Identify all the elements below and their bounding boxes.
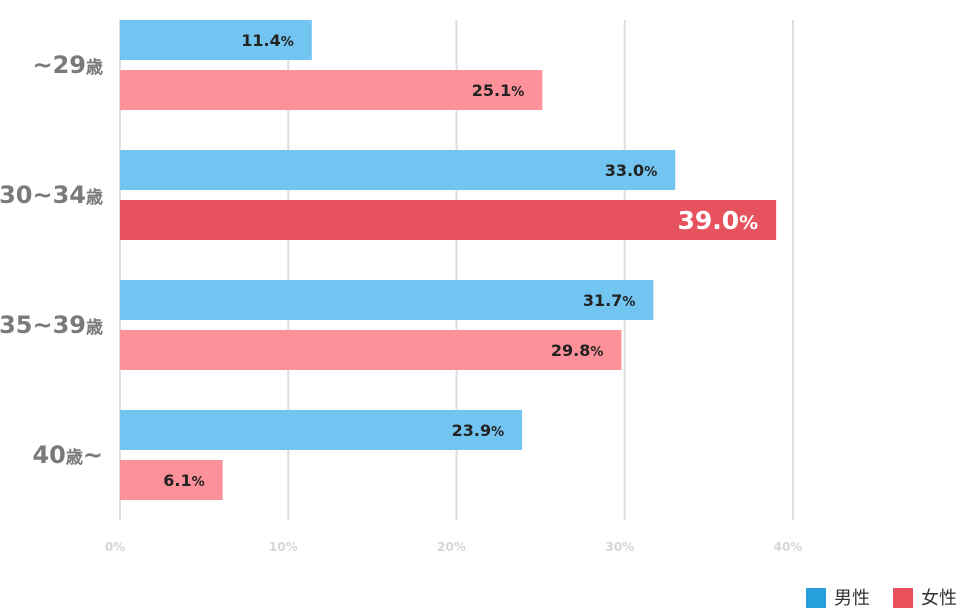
legend-label: 女性 [921,588,957,608]
bars [120,20,777,500]
legend-swatch [806,588,826,608]
bar-female [120,330,622,370]
data-label-female: 25.1% [472,81,525,100]
tick-labels: 0% 10% 20% 30% 40% [105,540,803,554]
value-labels: 11.4% 25.1% 33.0% 39.0% 31.7% 29.8% 23.9% 6.1% [163,31,758,490]
bar-female [120,200,777,240]
category-labels: ~29歳 30~34歳 35~39歳 40歳~ [0,51,103,469]
y-category-label: 35~39歳 [0,311,103,339]
data-label-male: 33.0% [605,161,658,180]
x-tick-label: 20% [437,540,466,554]
legend-swatch [893,588,913,608]
x-tick-label: 10% [269,540,298,554]
y-category-label: 30~34歳 [0,181,103,209]
bar-female [120,70,543,110]
data-label-male: 23.9% [452,421,505,440]
data-label-female: 29.8% [551,341,604,360]
bar-male [120,410,523,450]
data-label-female: 6.1% [163,471,204,490]
bar-male [120,150,676,190]
data-label-female: 39.0% [677,206,758,235]
y-category-label: 40歳~ [32,441,103,469]
x-tick-label: 0% [105,540,125,554]
y-category-label: ~29歳 [32,51,103,79]
bar-male [120,20,312,60]
x-tick-label: 40% [774,540,803,554]
x-tick-label: 30% [605,540,634,554]
legend-item-female: 女性 [893,588,957,608]
data-label-male: 11.4% [241,31,294,50]
legend-label: 男性 [834,588,870,608]
bar-male [120,280,654,320]
legend: 男性 女性 [806,588,957,608]
data-label-male: 31.7% [583,291,636,310]
legend-item-male: 男性 [806,588,870,608]
bar-female [120,460,223,500]
